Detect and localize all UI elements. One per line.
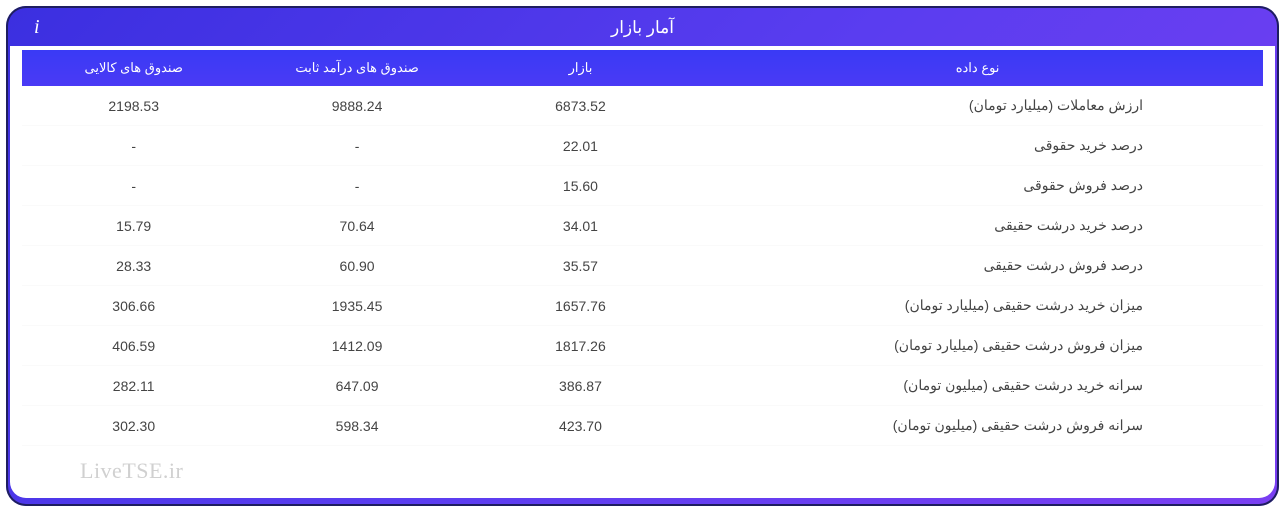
cell-label: درصد خرید درشت حقیقی — [692, 206, 1263, 246]
cell-label: سرانه فروش درشت حقیقی (میلیون تومان) — [692, 406, 1263, 446]
cell-fixed: 9888.24 — [245, 86, 468, 126]
cell-bazaar: 386.87 — [469, 366, 692, 406]
cell-fixed: 647.09 — [245, 366, 468, 406]
cell-fixed: 1935.45 — [245, 286, 468, 326]
cell-fixed: - — [245, 166, 468, 206]
col-data-type: نوع داده — [692, 50, 1263, 86]
cell-commodity: 306.66 — [22, 286, 245, 326]
info-icon[interactable]: i — [34, 16, 40, 39]
table-row: سرانه فروش درشت حقیقی (میلیون تومان) 423… — [22, 406, 1263, 446]
cell-label: سرانه خرید درشت حقیقی (میلیون تومان) — [692, 366, 1263, 406]
cell-bazaar: 1817.26 — [469, 326, 692, 366]
cell-fixed: 70.64 — [245, 206, 468, 246]
cell-label: میزان فروش درشت حقیقی (میلیارد تومان) — [692, 326, 1263, 366]
cell-commodity: 282.11 — [22, 366, 245, 406]
watermark: LiveTSE.ir — [80, 458, 183, 484]
cell-fixed: - — [245, 126, 468, 166]
col-bazaar: بازار — [469, 50, 692, 86]
cell-bazaar: 1657.76 — [469, 286, 692, 326]
cell-label: درصد خرید حقوقی — [692, 126, 1263, 166]
cell-commodity: 406.59 — [22, 326, 245, 366]
table-header-row: نوع داده بازار صندوق های درآمد ثابت صندو… — [22, 50, 1263, 86]
table-row: درصد خرید حقوقی 22.01 - - — [22, 126, 1263, 166]
table-row: میزان فروش درشت حقیقی (میلیارد تومان) 18… — [22, 326, 1263, 366]
table-row: ارزش معاملات (میلیارد تومان) 6873.52 988… — [22, 86, 1263, 126]
cell-commodity: - — [22, 166, 245, 206]
table-row: میزان خرید درشت حقیقی (میلیارد تومان) 16… — [22, 286, 1263, 326]
cell-commodity: 15.79 — [22, 206, 245, 246]
cell-label: ارزش معاملات (میلیارد تومان) — [692, 86, 1263, 126]
cell-bazaar: 22.01 — [469, 126, 692, 166]
cell-label: درصد فروش حقوقی — [692, 166, 1263, 206]
cell-fixed: 598.34 — [245, 406, 468, 446]
cell-commodity: 302.30 — [22, 406, 245, 446]
table-container: نوع داده بازار صندوق های درآمد ثابت صندو… — [10, 46, 1275, 498]
cell-commodity: 28.33 — [22, 246, 245, 286]
col-fixed: صندوق های درآمد ثابت — [245, 50, 468, 86]
table-row: درصد خرید درشت حقیقی 34.01 70.64 15.79 — [22, 206, 1263, 246]
cell-label: درصد فروش درشت حقیقی — [692, 246, 1263, 286]
cell-bazaar: 34.01 — [469, 206, 692, 246]
table-body: ارزش معاملات (میلیارد تومان) 6873.52 988… — [22, 86, 1263, 446]
table-row: سرانه خرید درشت حقیقی (میلیون تومان) 386… — [22, 366, 1263, 406]
market-stats-table: نوع داده بازار صندوق های درآمد ثابت صندو… — [22, 50, 1263, 446]
cell-fixed: 1412.09 — [245, 326, 468, 366]
col-commodity: صندوق های کالایی — [22, 50, 245, 86]
market-stats-panel: i آمار بازار نوع داده بازار صندوق های در… — [6, 6, 1279, 506]
cell-bazaar: 423.70 — [469, 406, 692, 446]
cell-bazaar: 6873.52 — [469, 86, 692, 126]
panel-header: i آمار بازار — [10, 10, 1275, 46]
cell-commodity: - — [22, 126, 245, 166]
table-row: درصد فروش درشت حقیقی 35.57 60.90 28.33 — [22, 246, 1263, 286]
cell-commodity: 2198.53 — [22, 86, 245, 126]
cell-fixed: 60.90 — [245, 246, 468, 286]
cell-bazaar: 35.57 — [469, 246, 692, 286]
table-row: درصد فروش حقوقی 15.60 - - — [22, 166, 1263, 206]
cell-label: میزان خرید درشت حقیقی (میلیارد تومان) — [692, 286, 1263, 326]
page-title: آمار بازار — [611, 18, 674, 38]
cell-bazaar: 15.60 — [469, 166, 692, 206]
